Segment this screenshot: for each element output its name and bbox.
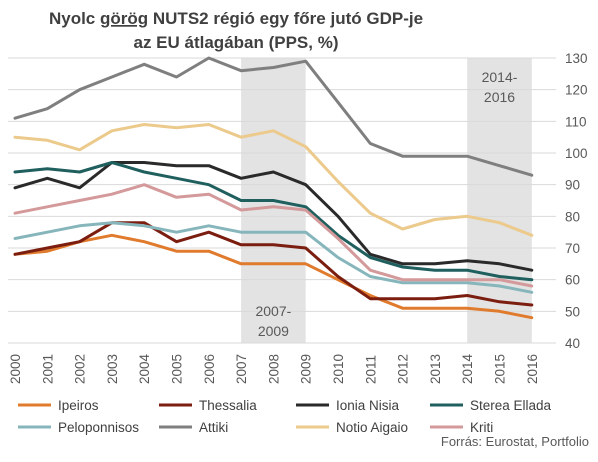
gridlines [8,57,556,344]
legend-label: Sterea Ellada [470,398,552,413]
series-line-notio-aigaio [13,123,534,237]
series-line-kriti [13,183,534,288]
x-tick-label: 2002 [73,354,88,384]
y-tick-label: 130 [565,51,588,66]
legend-label: Notio Aigaio [336,420,408,435]
x-tick-label: 2015 [493,354,508,384]
period-label-1-0: 2014- [482,69,518,85]
period-label-1-1: 2016 [484,89,515,105]
title-underlined-word: görög [100,9,148,28]
x-tick-label: 2009 [299,354,314,384]
y-tick-label: 100 [565,146,588,161]
y-tick-label: 50 [565,304,580,319]
x-tick-label: 2010 [331,354,346,384]
period-label-0-0: 2007- [255,303,291,319]
series-line-thessalia [13,221,534,307]
x-tick-label: 2000 [8,354,23,384]
x-tick-label: 2016 [525,354,540,384]
x-tick-label: 2003 [105,354,120,384]
series-line-ipeiros [13,233,534,320]
y-axis: 40 50 60 70 80 90 100 110 120 130 [565,51,588,351]
y-tick-label: 60 [565,273,580,288]
legend-label: Peloponnisos [58,420,139,435]
shaded-periods [241,58,532,343]
y-tick-label: 70 [565,241,580,256]
x-tick-label: 2006 [202,354,217,384]
period-notes: 2007- 2009 2014- 2016 [255,69,517,339]
chart-title-line-1: Nyolc görög NUTS2 régió egy főre jutó GD… [49,9,423,28]
series-line-sterea-ellada [13,161,534,282]
series-lines [13,56,534,320]
x-tick-label: 2013 [428,354,443,384]
y-tick-label: 90 [565,178,580,193]
legend-label: Thessalia [199,398,257,413]
y-tick-label: 120 [565,83,588,98]
period-label-0-1: 2009 [258,323,289,339]
x-tick-label: 2011 [363,355,378,384]
y-tick-label: 80 [565,209,580,224]
x-tick-label: 2007 [234,354,249,384]
x-tick-label: 2004 [137,353,152,384]
y-tick-label: 40 [565,336,580,351]
x-tick-label: 2008 [266,354,281,384]
series-line-ionia-nisia [13,161,534,272]
chart-title-line-2: az EU átlagában (PPS, %) [134,33,339,52]
x-tick-label: 2014 [460,353,475,384]
y-tick-label: 110 [565,114,587,129]
legend-label: Attiki [199,420,228,435]
legend-label: Kriti [470,420,493,435]
source-note: Forrás: Eurostat, Portfolio [441,434,589,449]
x-tick-label: 2001 [40,354,55,384]
x-axis: 2000 2001 2002 2003 2004 2005 2006 2007 2008 2009… [8,353,540,384]
x-tick-label: 2005 [170,354,185,384]
legend-label: Ipeiros [58,398,99,413]
series-line-attiki [13,56,534,177]
shaded-period-1 [467,58,532,343]
x-tick-label: 2012 [396,354,411,384]
legend-label: Ionia Nisia [336,398,400,413]
series-line-peloponnisos [13,221,534,294]
legend: Ipeiros Thessalia Ionia Nisia Sterea Ellada… [18,398,552,435]
